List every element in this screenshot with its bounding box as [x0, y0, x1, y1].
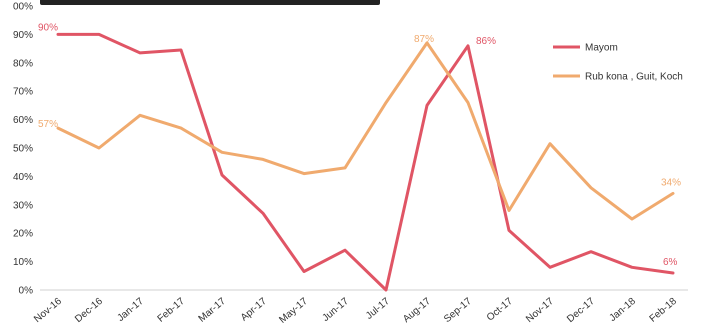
- x-tick-label: Oct-17: [485, 296, 515, 324]
- data-label: 57%: [38, 119, 58, 130]
- x-tick-label: Jan-17: [115, 296, 146, 324]
- data-label: 87%: [414, 34, 434, 45]
- x-tick-label: Dec-16: [73, 296, 105, 325]
- legend-label: Mayom: [585, 43, 618, 54]
- y-tick-label: 60%: [13, 115, 33, 126]
- x-tick-label: Mar-17: [197, 296, 229, 325]
- x-tick-label: Apr-17: [239, 296, 269, 324]
- series-line-mayom: [56, 32, 675, 292]
- data-label: 86%: [476, 36, 496, 47]
- y-tick-label: 40%: [13, 172, 33, 183]
- cropped-title-strip: [40, 0, 380, 5]
- x-tick-label: Sep-17: [442, 296, 474, 325]
- legend-label: Rub kona , Guit, Koch: [585, 72, 683, 83]
- y-tick-label: 10%: [13, 257, 33, 268]
- y-tick-label: 20%: [13, 229, 33, 240]
- x-tick-label: Jun-17: [320, 296, 351, 324]
- x-tick-label: Jul-17: [364, 296, 392, 322]
- x-tick-label: Nov-17: [524, 296, 556, 325]
- data-label: 6%: [663, 257, 678, 268]
- x-tick-label: Dec-17: [565, 296, 597, 325]
- data-label: 90%: [38, 22, 58, 33]
- y-tick-label: 50%: [13, 144, 33, 155]
- x-tick-label: Feb-17: [156, 296, 188, 325]
- y-tick-label: 80%: [13, 58, 33, 69]
- data-label: 34%: [661, 177, 681, 188]
- y-tick-label: 90%: [13, 30, 33, 41]
- y-tick-label: 30%: [13, 200, 33, 211]
- y-tick-label: 70%: [13, 87, 33, 98]
- x-tick-label: May-17: [277, 296, 310, 326]
- x-tick-label: Aug-17: [401, 296, 433, 325]
- y-tick-label: 00%: [13, 2, 33, 13]
- x-tick-label: Jan-18: [607, 296, 638, 324]
- x-tick-label: Nov-16: [32, 296, 64, 325]
- series-line-rubkona: [56, 41, 675, 221]
- x-tick-label: Feb-18: [648, 296, 680, 325]
- y-tick-label: 0%: [19, 286, 34, 297]
